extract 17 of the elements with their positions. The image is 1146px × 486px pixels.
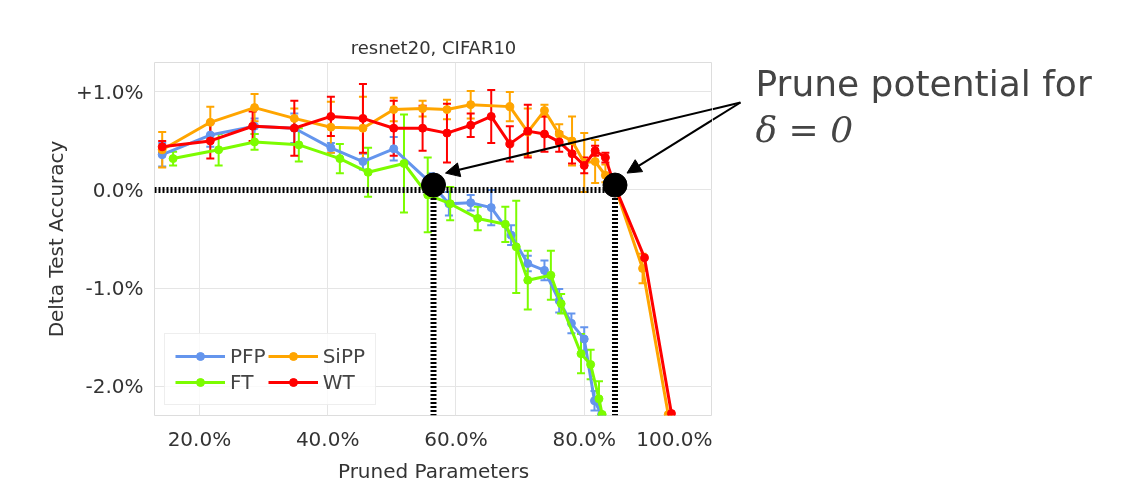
x-tick-label: 40.0% (295, 426, 360, 451)
legend-label: SiPP (322, 344, 365, 368)
y-tick-label: -2.0% (85, 374, 144, 399)
text: Prune potential for δ = 0 (755, 62, 1092, 150)
legend-label: WT (322, 370, 355, 394)
chart-title: resnet20, CIFAR10 (350, 36, 517, 58)
y-axis-title: Delta Test Accuracy (43, 140, 68, 338)
legend-label: FT (230, 370, 254, 394)
x-tick-label: 60.0% (424, 426, 488, 451)
x-tick-label: 80.0% (552, 426, 616, 451)
x-axis-title: Pruned Parameters (337, 458, 530, 483)
y-tick-label: 0.0% (92, 177, 144, 202)
x-tick-label: 100.0% (636, 426, 713, 451)
y-tick-label: +1.0% (75, 79, 144, 104)
y-tick-label: -1.0% (85, 276, 144, 301)
legend-label: PFP (230, 344, 266, 368)
x-tick-label: 20.0% (167, 426, 232, 451)
